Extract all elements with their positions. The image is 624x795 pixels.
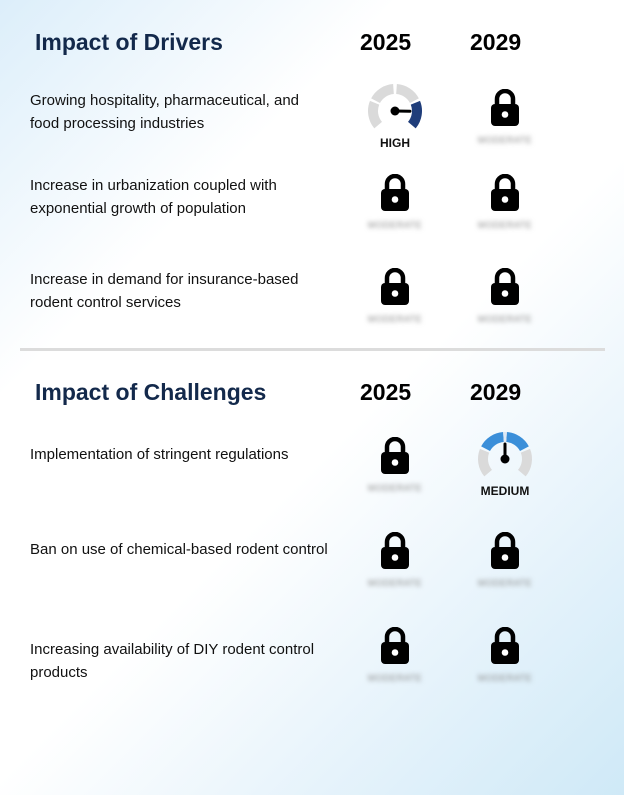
locked-level-label: MODERATE: [367, 220, 423, 230]
gauge-level-label: HIGH: [380, 136, 410, 150]
gauge-hub: [500, 454, 510, 464]
lock-icon: [381, 532, 409, 569]
challenge-2025-cell: MODERATE: [360, 532, 430, 602]
challenge-2029-cell: MEDIUM: [470, 431, 540, 507]
challenge-2025-cell: MODERATE: [360, 437, 430, 507]
gauge-hub: [390, 106, 400, 116]
challenge-label: Increasing availability of DIY rodent co…: [30, 641, 315, 681]
locked-level-label: MODERATE: [477, 673, 533, 683]
driver-2025-cell: MODERATE: [360, 268, 430, 338]
challenges-year-2025: 2025: [360, 379, 412, 405]
lock-icon: [381, 174, 409, 211]
challenge-2029-cell: MODERATE: [470, 627, 540, 697]
driver-2029-cell: MODERATE: [470, 174, 540, 244]
challenge-label: Ban on use of chemical-based rodent cont…: [30, 541, 328, 558]
driver-2025-cell: MODERATE: [360, 174, 430, 244]
gauge-segment: [517, 448, 532, 477]
locked-level-label: MODERATE: [477, 135, 533, 145]
lock-icon: [491, 174, 519, 211]
lock-icon: [491, 532, 519, 569]
lock-icon: [491, 89, 519, 126]
drivers-year-2025: 2025: [360, 29, 412, 55]
challenges-year-2029: 2029: [470, 379, 522, 405]
driver-2029-cell: MODERATE: [470, 268, 540, 338]
challenge-label: Implementation of stringent regulations: [30, 446, 289, 463]
drivers-year-2029: 2029: [470, 29, 522, 55]
gauge-segment: [407, 100, 422, 129]
gauge-segment: [478, 448, 493, 477]
challenge-row: Increasing availability of DIY rodent co…: [0, 627, 624, 718]
gauge-segment: [395, 84, 419, 104]
locked-level-label: MODERATE: [367, 483, 423, 493]
driver-label: Growing hospitality, pharmaceutical, and…: [30, 92, 300, 132]
lock-icon: [381, 268, 409, 305]
gauge-segment: [371, 84, 395, 104]
driver-label: Increase in demand for insurance-based r…: [30, 271, 299, 311]
lock-icon: [381, 627, 409, 664]
driver-row: Increase in demand for insurance-based r…: [0, 268, 624, 348]
challenge-row: Implementation of stringent regulations …: [0, 431, 624, 523]
drivers-title: Impact of Drivers: [35, 29, 223, 55]
challenge-2025-cell: MODERATE: [360, 627, 430, 697]
gauge-segment: [505, 432, 529, 452]
gauge-segment: [481, 432, 505, 452]
locked-level-label: MODERATE: [367, 314, 423, 324]
challenge-row: Ban on use of chemical-based rodent cont…: [0, 532, 624, 618]
driver-row: Growing hospitality, pharmaceutical, and…: [0, 84, 624, 169]
locked-level-label: MODERATE: [477, 578, 533, 588]
driver-label: Increase in urbanization coupled with ex…: [30, 177, 277, 217]
lock-icon: [491, 627, 519, 664]
gauge-icon: [368, 84, 422, 129]
challenge-2029-cell: MODERATE: [470, 532, 540, 602]
locked-level-label: MODERATE: [367, 673, 423, 683]
driver-2029-cell: MODERATE: [470, 89, 540, 159]
locked-level-label: MODERATE: [477, 314, 533, 324]
driver-row: Increase in urbanization coupled with ex…: [0, 174, 624, 254]
locked-level-label: MODERATE: [367, 578, 423, 588]
section-divider: [20, 348, 605, 351]
gauge-level-label: MEDIUM: [480, 484, 530, 498]
gauge-icon: [478, 431, 532, 477]
driver-2025-cell: HIGH: [360, 84, 430, 159]
gauge-segment: [368, 100, 383, 129]
locked-level-label: MODERATE: [477, 220, 533, 230]
lock-icon: [491, 268, 519, 305]
challenges-title: Impact of Challenges: [35, 379, 267, 405]
lock-icon: [381, 437, 409, 474]
